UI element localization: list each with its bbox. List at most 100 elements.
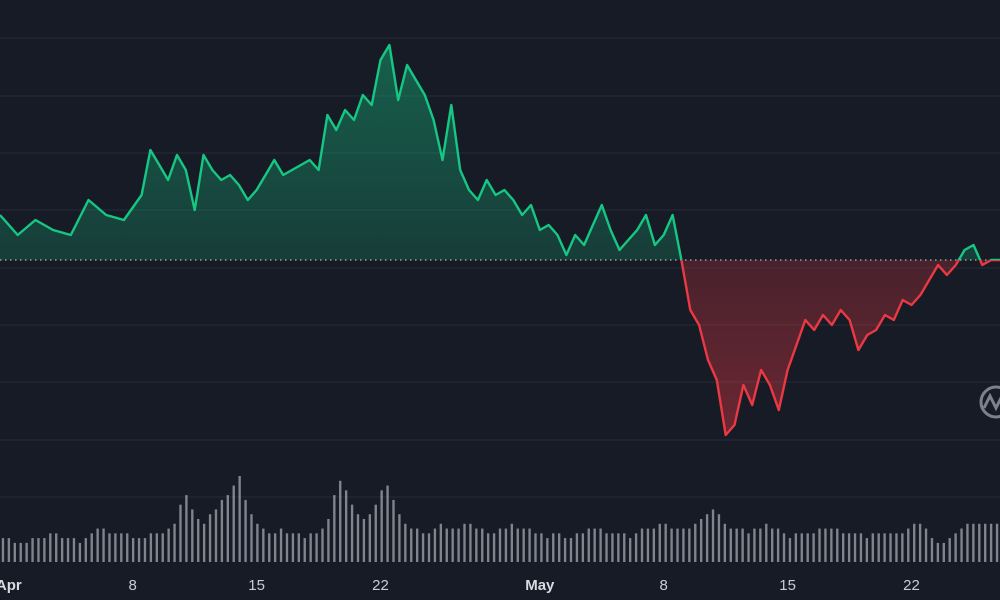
volume-bar [60,538,64,562]
volume-bar [250,514,253,562]
volume-bar [333,495,336,562]
volume-bar [966,523,969,562]
volume-bar [309,533,312,562]
volume-bar [344,490,348,562]
volume-bar [776,528,780,562]
volume-bar [368,514,372,562]
volume-bar [871,533,874,562]
volume-bar [19,542,22,562]
volume-bar [948,538,951,562]
volume-bar [498,528,502,562]
volume-bar [279,528,283,562]
volume-bar [599,528,602,562]
volume-bar [55,533,58,562]
volume-bar [173,523,176,562]
volume-bar [410,528,413,562]
series-line-up [0,43,1000,260]
volume-bar [427,533,431,562]
volume-bar [445,528,448,562]
volume-bar [262,528,265,562]
volume-bar [167,528,170,562]
volume-bar [315,533,318,562]
volume-bar [907,528,910,562]
volume-bar [563,538,567,562]
volume-bar [102,528,105,562]
volume-bar [463,523,466,562]
x-tick-label: Apr [0,577,22,594]
volume-bar [918,523,922,562]
volume-bar [688,528,691,562]
price-line [0,43,1000,437]
volume-bar [540,533,543,562]
volume-bar [179,504,182,562]
volume-bar [747,533,750,562]
volume-bar [924,528,928,562]
volume-bar [78,542,82,562]
volume-bar [723,523,727,562]
volume-bar [930,538,934,562]
volume-bar [913,523,916,562]
volume-bar [232,485,235,562]
volume-bar [303,538,306,562]
volume-bar [646,528,650,562]
volume-bar [800,533,803,562]
x-tick-label: 22 [903,577,920,594]
volume-bar [510,523,514,562]
volume-bar [256,523,259,562]
volume-bar [617,533,620,562]
volume-bar [149,533,153,562]
volume-bar [794,533,798,562]
volume-bar [197,519,200,562]
volume-bar [137,538,141,562]
volume-bar [569,538,573,562]
x-axis-ticks: Apr 8 15 22 May 8 15 22 [0,577,920,594]
volume-bar [126,533,129,562]
volume-bar [782,533,786,562]
volume-bar [350,504,354,562]
volume-bar [534,533,537,562]
volume-bar [972,523,975,562]
x-tick-label: 22 [372,577,389,594]
volume-bar [753,528,756,562]
volume-bar [161,533,164,562]
volume-bar [1,538,5,562]
volume-bar [49,533,52,562]
volume-bar [628,538,632,562]
volume-bar [658,523,661,562]
volume-bar [114,533,117,562]
volume-bar [759,528,762,562]
volume-bar [575,533,579,562]
volume-bar [392,499,395,562]
volume-bar [380,490,383,562]
volume-bar [694,523,697,562]
volume-bar [936,542,940,562]
volume-bar [433,528,437,562]
volume-bar [7,538,11,562]
volume-bar [504,528,508,562]
volume-bar [989,523,993,562]
volume-bar [120,533,123,562]
x-tick-label: 15 [248,577,265,594]
volume-bar [362,519,366,562]
volume-bar [741,528,744,562]
volume-bar [31,538,34,562]
volume-bar [96,528,99,562]
volume-bar [806,533,809,562]
volume-bar [268,533,271,562]
volume-bar [481,528,484,562]
volume-bar [552,533,555,562]
volume-bar [285,533,289,562]
volume-bar [842,533,845,562]
volume-bar [43,538,46,562]
volume-bar [13,542,16,562]
x-tick-label: May [525,577,555,594]
volume-bar [812,533,815,562]
volume-bar [155,533,158,562]
volume-bar [475,528,478,562]
volume-bar [954,533,957,562]
volume-bar [705,514,709,562]
volume-bar [398,514,401,562]
volume-bar [546,538,549,562]
volume-bar [220,499,224,562]
